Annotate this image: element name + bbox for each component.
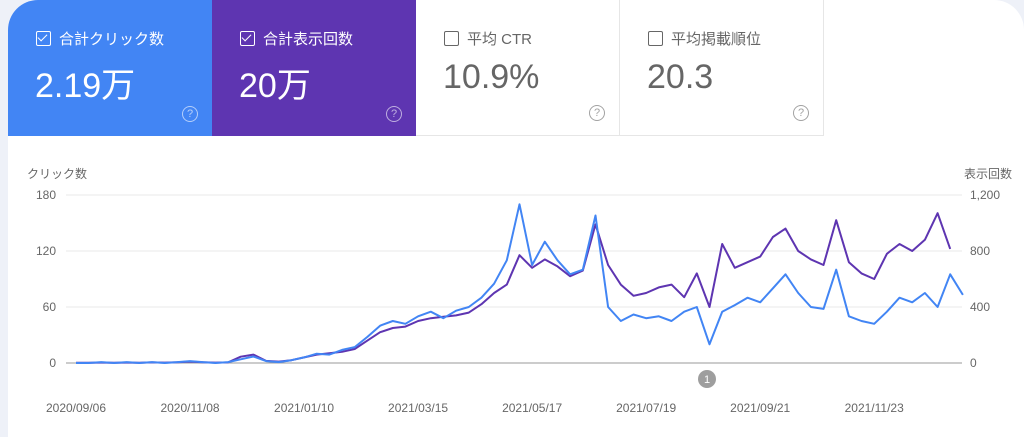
card-label: 合計表示回数 <box>263 31 354 48</box>
checkbox-unchecked-icon[interactable] <box>648 31 663 46</box>
metric-card-ctr[interactable]: 平均 CTR 10.9% ? <box>416 0 620 136</box>
checkbox-checked-icon[interactable] <box>36 31 51 46</box>
left-tick-label: 60 <box>43 300 57 314</box>
right-tick-label: 1,200 <box>970 188 1000 202</box>
clicks-series-line <box>76 203 964 364</box>
card-label: 平均 CTR <box>467 31 532 48</box>
x-tick-label: 2021/05/17 <box>502 401 562 415</box>
metric-card-position[interactable]: 平均掲載順位 20.3 ? <box>620 0 824 136</box>
left-tick-label: 120 <box>36 244 56 258</box>
x-tick-label: 2020/09/06 <box>46 401 106 415</box>
right-tick-label: 0 <box>970 356 977 370</box>
card-value: 2.19万 <box>35 67 136 105</box>
left-tick-label: 0 <box>49 356 56 370</box>
x-tick-label: 2021/11/23 <box>845 401 904 415</box>
performance-chart: クリック数 表示回数 0 0 60 400 120 800 180 1,200 2020/09… <box>27 166 1012 415</box>
x-tick-label: 2021/01/10 <box>274 401 334 415</box>
card-value: 20万 <box>239 67 311 105</box>
card-label: 合計クリック数 <box>59 31 165 48</box>
annotation-marker[interactable]: 1 <box>698 370 716 388</box>
metric-cards: 合計クリック数 2.19万 ? 合計表示回数 20万 ? 平均 CTR 10.9… <box>8 0 824 136</box>
checkbox-checked-icon[interactable] <box>240 31 255 46</box>
left-axis-label: クリック数 <box>27 166 87 181</box>
right-tick-label: 400 <box>970 300 990 314</box>
metric-card-impressions[interactable]: 合計表示回数 20万 ? <box>212 0 416 136</box>
annotation-label: 1 <box>704 374 710 386</box>
checkbox-unchecked-icon[interactable] <box>444 31 459 46</box>
help-circle-icon[interactable]: ? <box>589 105 605 121</box>
help-circle-icon[interactable]: ? <box>386 106 402 122</box>
right-axis-label: 表示回数 <box>964 166 1012 181</box>
x-tick-label: 2020/11/08 <box>160 401 219 415</box>
x-tick-label: 2021/03/15 <box>388 401 448 415</box>
x-tick-label: 2021/07/19 <box>616 401 676 415</box>
metric-card-clicks[interactable]: 合計クリック数 2.19万 ? <box>8 0 212 136</box>
x-tick-label: 2021/09/21 <box>730 401 790 415</box>
help-circle-icon[interactable]: ? <box>793 105 809 121</box>
left-tick-label: 180 <box>36 188 56 202</box>
right-tick-label: 800 <box>970 244 990 258</box>
help-circle-icon[interactable]: ? <box>182 106 198 122</box>
card-value: 20.3 <box>647 58 714 96</box>
card-value: 10.9% <box>443 58 540 96</box>
card-label: 平均掲載順位 <box>671 31 762 48</box>
